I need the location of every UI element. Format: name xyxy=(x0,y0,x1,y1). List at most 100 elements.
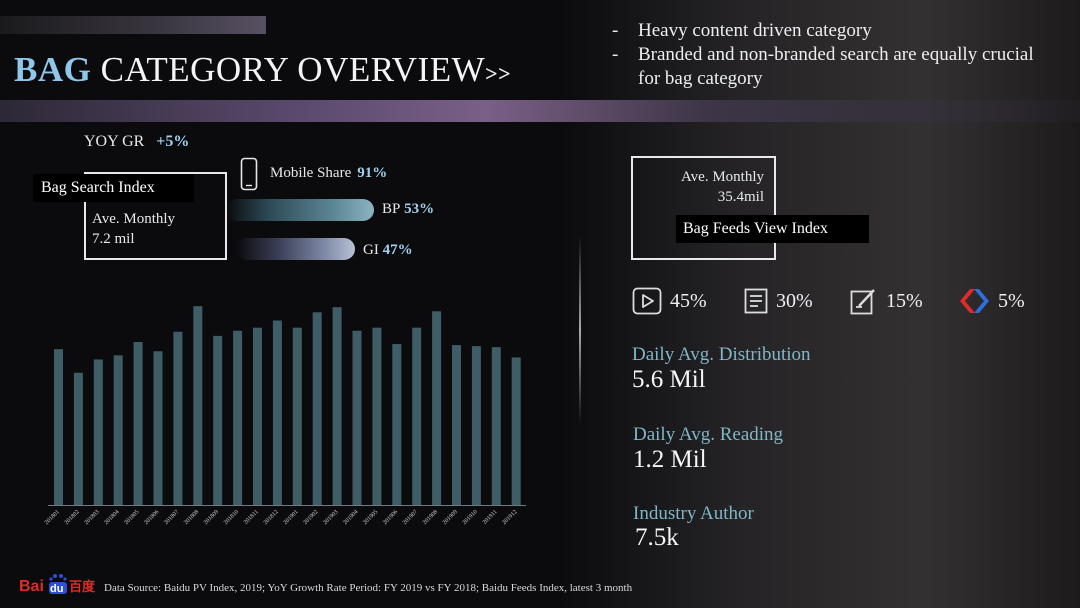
mobile-share-value: 91% xyxy=(357,165,388,181)
x-tick-label: 201807 xyxy=(163,509,180,526)
x-tick-label: 201808 xyxy=(183,509,200,526)
yoy-label: YOY GR xyxy=(84,133,145,150)
stat-distribution-value: 5.6 Mil xyxy=(632,366,706,393)
feeds-avg-value: 35.4mil xyxy=(717,189,764,205)
x-tick-label: 201801 xyxy=(44,509,61,526)
bullet-text: Branded and non-branded search are equal… xyxy=(638,44,1034,89)
title-rest: CATEGORY OVERVIEW xyxy=(91,50,486,89)
top-decor-strip xyxy=(0,16,266,34)
yoy-value: +5% xyxy=(156,133,190,150)
bp-label: BP xyxy=(382,201,401,217)
x-tick-label: 201905 xyxy=(362,509,379,526)
share-video: 45% xyxy=(632,286,707,316)
search-avg-title: Ave. Monthly xyxy=(92,211,176,227)
x-tick-label: 201901 xyxy=(283,509,300,526)
x-tick-label: 201909 xyxy=(442,509,459,526)
bar-201909 xyxy=(452,345,461,505)
bar-201802 xyxy=(73,372,83,505)
share-article: 30% xyxy=(744,286,813,316)
bar-201911 xyxy=(491,347,501,505)
x-tick-label: 201803 xyxy=(84,509,101,526)
bar-201902 xyxy=(312,312,322,505)
title-band xyxy=(0,100,1080,122)
search-index-label: Bag Search Index xyxy=(33,174,194,202)
bar-201912 xyxy=(511,357,521,505)
bar-201812 xyxy=(272,320,282,505)
bp-share-bar xyxy=(226,199,374,221)
share-other-value: 5% xyxy=(998,289,1025,312)
mobile-phone-icon xyxy=(240,157,258,191)
bar-201901 xyxy=(292,327,302,505)
x-tick-label: 201806 xyxy=(143,509,160,526)
x-tick-label: 201805 xyxy=(124,509,141,526)
bar-201806 xyxy=(153,351,163,505)
bar-201810 xyxy=(233,330,243,505)
bar-201907 xyxy=(412,327,422,505)
svg-text:Bai: Bai xyxy=(19,578,44,595)
feeds-index-label: Bag Feeds View Index xyxy=(676,215,869,243)
data-source-footer: Data Source: Baidu PV Index, 2019; YoY G… xyxy=(104,582,633,594)
title-arrows: >> xyxy=(485,61,512,86)
search-index-box xyxy=(84,172,227,260)
bar-201910 xyxy=(471,346,481,505)
x-tick-label: 201908 xyxy=(422,509,439,526)
search-index-bar-chart: 201801 201802 201803 201804 201805 201806 2018… xyxy=(44,306,526,526)
x-tick-label: 201912 xyxy=(502,509,519,526)
x-tick-label: 201910 xyxy=(462,509,479,526)
x-tick-label: 201809 xyxy=(203,509,220,526)
x-tick-label: 201904 xyxy=(342,509,359,526)
video-play-icon xyxy=(632,287,662,315)
stat-distribution-label: Daily Avg. Distribution xyxy=(632,344,811,365)
stat-author-value: 7.5k xyxy=(635,524,679,551)
search-avg-monthly: Ave. Monthly 7.2 mil xyxy=(92,209,175,249)
bp-value: 53% xyxy=(404,201,435,217)
gi-value: 47% xyxy=(382,242,413,258)
bar-201904 xyxy=(352,330,362,505)
share-edit: 15% xyxy=(850,286,923,316)
article-icon xyxy=(744,288,768,314)
bar-201906 xyxy=(392,344,402,505)
bar-201903 xyxy=(332,307,342,505)
bar-201803 xyxy=(93,359,103,505)
feeds-index-box xyxy=(631,156,776,260)
bar-201801 xyxy=(54,349,63,505)
x-tick-label: 201804 xyxy=(104,509,121,526)
bar-201804 xyxy=(113,355,123,505)
x-tick-label: 201906 xyxy=(382,509,399,526)
share-video-value: 45% xyxy=(670,289,707,312)
bp-share: BP 53% xyxy=(382,201,434,218)
bullet-text: Heavy content driven category xyxy=(638,20,872,41)
feeds-avg-monthly: Ave. Monthly 35.4mil xyxy=(631,167,764,207)
bar-201811 xyxy=(253,327,262,505)
stat-author-label: Industry Author xyxy=(633,503,754,524)
mobile-share: Mobile Share 91% xyxy=(270,165,387,182)
gi-share-bar xyxy=(236,238,355,260)
baidu-logo: Bai du 百度 xyxy=(19,574,96,595)
bullet-item: - Heavy content driven category xyxy=(612,20,872,41)
title-accent: BAG xyxy=(14,50,92,89)
x-tick-label: 201811 xyxy=(243,509,260,526)
x-tick-label: 201802 xyxy=(64,509,81,526)
gi-label: GI xyxy=(363,242,379,258)
x-tick-label: 201903 xyxy=(323,509,340,526)
svg-text:du: du xyxy=(50,583,63,595)
gi-share: GI 47% xyxy=(363,242,413,259)
red-blue-chevron-logo-icon xyxy=(960,289,989,313)
bullet-item: - Branded and non-branded search are equa… xyxy=(612,43,1052,91)
x-tick-label: 201907 xyxy=(402,509,419,526)
x-tick-label: 201911 xyxy=(482,509,499,526)
x-tick-label: 201810 xyxy=(223,509,240,526)
x-tick-label: 201812 xyxy=(263,509,280,526)
svg-text:百度: 百度 xyxy=(69,579,96,595)
stat-reading-label: Daily Avg. Reading xyxy=(633,424,784,445)
key-points: - Heavy content driven category - Branded … xyxy=(612,19,1052,91)
bar-201807 xyxy=(173,331,183,505)
stat-reading-value: 1.2 Mil xyxy=(633,446,707,473)
section-divider xyxy=(579,236,581,424)
page-title: BAG CATEGORY OVERVIEW>> xyxy=(14,50,511,90)
bar-201908 xyxy=(432,311,442,505)
bar-201809 xyxy=(213,335,223,505)
share-edit-value: 15% xyxy=(886,289,923,312)
share-article-value: 30% xyxy=(776,289,813,312)
x-tick-label: 201902 xyxy=(303,509,320,526)
